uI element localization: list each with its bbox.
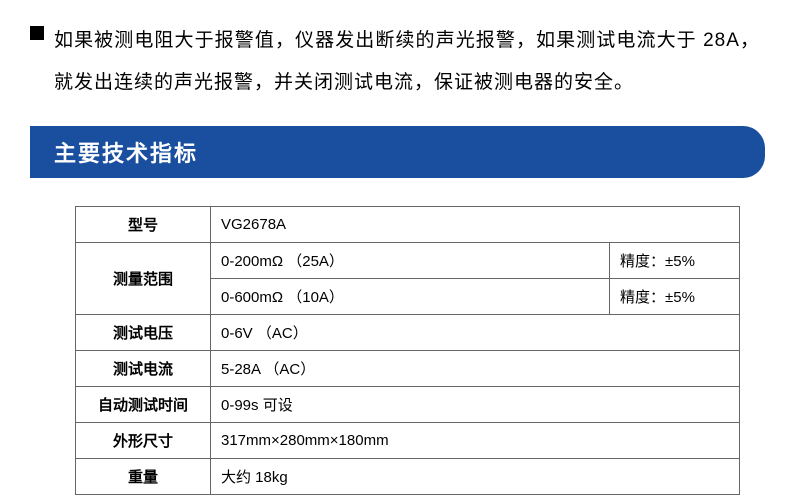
bullet-square-icon (30, 26, 44, 40)
model-value: VG2678A (211, 206, 740, 242)
table-row: 重量 大约 18kg (76, 458, 740, 494)
range1-accuracy: 精度：±5% (610, 242, 740, 278)
current-label: 测试电流 (76, 350, 211, 386)
range1-value: 0-200mΩ （25A） (211, 242, 610, 278)
spec-table: 型号 VG2678A 测量范围 0-200mΩ （25A） 精度：±5% 0-6… (75, 206, 740, 495)
dimensions-label: 外形尺寸 (76, 422, 211, 458)
table-row: 型号 VG2678A (76, 206, 740, 242)
dimensions-value: 317mm×280mm×180mm (211, 422, 740, 458)
autotest-value: 0-99s 可设 (211, 386, 740, 422)
table-row: 测量范围 0-200mΩ （25A） 精度：±5% (76, 242, 740, 278)
voltage-value: 0-6V （AC） (211, 314, 740, 350)
range-label: 测量范围 (76, 242, 211, 314)
table-row: 自动测试时间 0-99s 可设 (76, 386, 740, 422)
range2-accuracy: 精度：±5% (610, 278, 740, 314)
weight-label: 重量 (76, 458, 211, 494)
range2-value: 0-600mΩ （10A） (211, 278, 610, 314)
table-row: 外形尺寸 317mm×280mm×180mm (76, 422, 740, 458)
voltage-label: 测试电压 (76, 314, 211, 350)
bullet-text: 如果被测电阻大于报警值，仪器发出断续的声光报警，如果测试电流大于 28A，就发出… (54, 20, 760, 104)
weight-value: 大约 18kg (211, 458, 740, 494)
section-header: 主要技术指标 (30, 126, 765, 178)
table-row: 测试电流 5-28A （AC） (76, 350, 740, 386)
bullet-block: 如果被测电阻大于报警值，仪器发出断续的声光报警，如果测试电流大于 28A，就发出… (30, 20, 760, 104)
autotest-label: 自动测试时间 (76, 386, 211, 422)
table-row: 测试电压 0-6V （AC） (76, 314, 740, 350)
model-label: 型号 (76, 206, 211, 242)
current-value: 5-28A （AC） (211, 350, 740, 386)
